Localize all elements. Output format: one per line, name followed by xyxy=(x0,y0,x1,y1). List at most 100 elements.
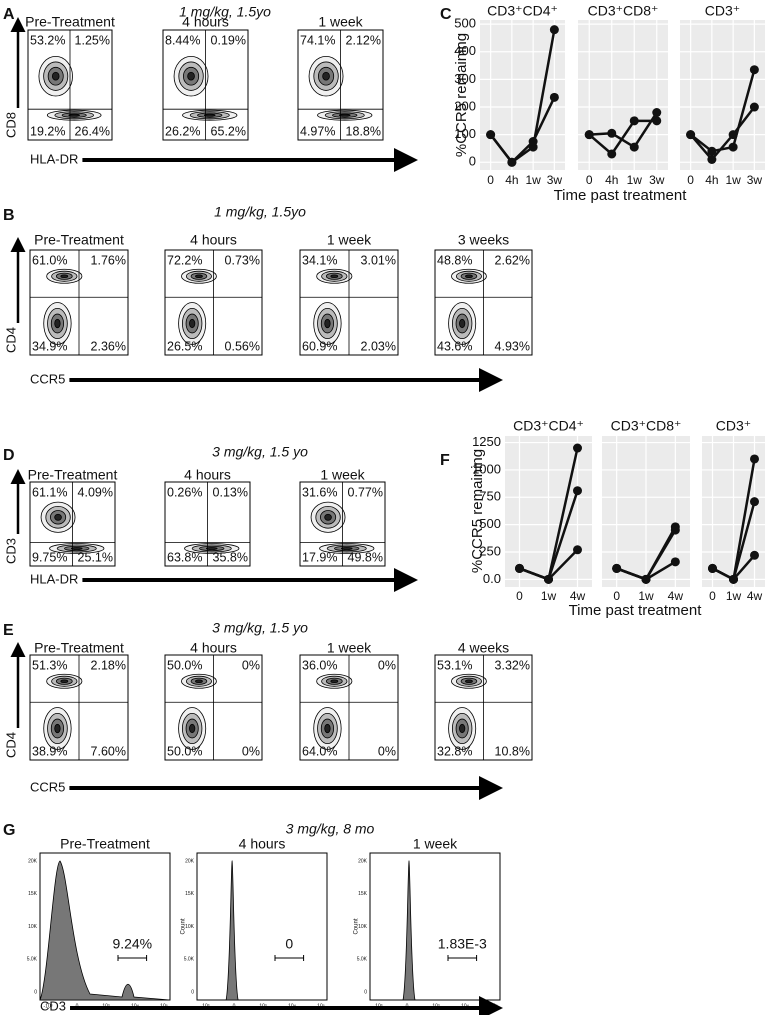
quadrant-label: 0.73% xyxy=(225,253,260,267)
point xyxy=(607,149,617,159)
x-tick-label: 0 xyxy=(586,173,593,187)
panel-letter: F xyxy=(440,452,450,469)
quadrant-label: 63.8% xyxy=(167,550,202,564)
facet-title: CD3⁺CD4⁺ xyxy=(487,3,558,19)
quadrant-label: 2.36% xyxy=(91,339,126,353)
panel-letter: C xyxy=(440,6,452,23)
point xyxy=(652,108,662,118)
contour xyxy=(324,318,331,329)
quadrant-label: 19.2% xyxy=(30,124,65,138)
y-tick-label: 5.0K xyxy=(27,957,38,963)
x-axis-label: Time past treatment xyxy=(569,602,703,619)
plot-title: 3 weeks xyxy=(458,232,509,248)
panel-letter: G xyxy=(3,822,15,839)
point xyxy=(750,497,759,507)
point xyxy=(573,443,582,453)
x-axis-label: Time past treatment xyxy=(554,187,688,204)
quadrant-label: 38.9% xyxy=(32,744,67,758)
y-tick-label: 400 xyxy=(454,43,476,58)
y-tick-label: 15K xyxy=(185,891,195,897)
panel-letter: D xyxy=(3,447,15,464)
point xyxy=(728,142,738,152)
point xyxy=(629,116,639,126)
point xyxy=(670,525,680,535)
y-axis-label: Count xyxy=(181,918,187,934)
point xyxy=(652,116,662,126)
point xyxy=(584,130,594,140)
plot-title: 1 week xyxy=(327,232,372,248)
contour xyxy=(459,318,466,329)
y-axis-label: Count xyxy=(354,918,360,934)
facet-background xyxy=(578,20,668,170)
y-tick-label: 200 xyxy=(454,98,476,113)
y-axis-label: CD3 xyxy=(3,538,18,564)
y-tick-label: 100 xyxy=(454,126,476,141)
y-tick-label: 0 xyxy=(34,989,37,995)
plot-title: Pre-Treatment xyxy=(25,14,115,30)
quadrant-label: 0% xyxy=(242,658,260,672)
x-tick-label: 1w xyxy=(726,589,742,603)
point xyxy=(573,545,582,555)
contour xyxy=(195,679,203,684)
x-tick-label: 4w xyxy=(668,589,684,603)
x-tick-label: 4w xyxy=(570,589,586,603)
contour xyxy=(54,723,61,734)
plot-title: 1 week xyxy=(413,836,458,852)
x-tick-label: 1w xyxy=(638,589,654,603)
x-tick-label: 0 xyxy=(487,173,494,187)
plot-title: 4 hours xyxy=(190,640,237,656)
x-tick-label: 4h xyxy=(605,173,618,187)
quadrant-label: 3.32% xyxy=(495,658,530,672)
plot-title: 4 hours xyxy=(182,14,229,30)
point xyxy=(528,137,538,147)
point xyxy=(612,563,622,573)
plot-title: 4 hours xyxy=(190,232,237,248)
x-tick-label: -10³ xyxy=(44,1003,53,1009)
gate-label: 9.24% xyxy=(112,936,152,952)
facet-background xyxy=(680,20,765,170)
quadrant-label: 61.0% xyxy=(32,253,67,267)
x-tick-label: 3w xyxy=(649,173,665,187)
point xyxy=(573,486,582,496)
quadrant-label: 74.1% xyxy=(300,33,335,47)
contour xyxy=(459,723,466,734)
panel-title: 3 mg/kg, 1.5 yo xyxy=(212,620,308,636)
y-axis-label: CD8 xyxy=(3,112,18,138)
point xyxy=(750,454,759,464)
y-tick-label: 250 xyxy=(479,543,501,558)
quadrant-label: 3.01% xyxy=(361,253,396,267)
x-axis-label: HLA-DR xyxy=(30,151,78,166)
panel-title: 3 mg/kg, 8 mo xyxy=(286,821,375,837)
quadrant-label: 4.97% xyxy=(300,124,335,138)
point xyxy=(607,128,617,138)
plot-title: 1 week xyxy=(320,467,365,483)
x-axis-label: CD3 xyxy=(40,998,66,1013)
contour xyxy=(340,547,353,550)
quadrant-label: 34.1% xyxy=(302,253,337,267)
quadrant-label: 17.9% xyxy=(302,550,337,564)
point xyxy=(507,157,517,167)
y-tick-label: 20K xyxy=(28,858,38,864)
quadrant-label: 64.0% xyxy=(302,744,337,758)
x-tick-label: 1w xyxy=(525,173,541,187)
x-tick-label: 4h xyxy=(705,173,718,187)
x-tick-label: 0 xyxy=(613,589,620,603)
quadrant-label: 2.62% xyxy=(495,253,530,267)
point xyxy=(729,574,738,584)
quadrant-label: 0% xyxy=(378,744,396,758)
contour xyxy=(189,723,196,734)
line xyxy=(489,96,556,165)
quadrant-label: 0.77% xyxy=(348,485,383,499)
plot-frame xyxy=(369,852,501,1001)
point xyxy=(549,25,559,35)
point xyxy=(670,557,680,567)
x-tick-label: 4w xyxy=(747,589,763,603)
facet-title: CD3⁺ xyxy=(716,418,751,434)
quadrant-label: 48.8% xyxy=(437,253,472,267)
y-tick-label: 0.0 xyxy=(483,571,501,586)
y-tick-label: 0 xyxy=(469,154,476,169)
plot-title: 4 hours xyxy=(239,836,286,852)
contour xyxy=(330,274,339,279)
x-axis-label: CCR5 xyxy=(30,779,65,794)
